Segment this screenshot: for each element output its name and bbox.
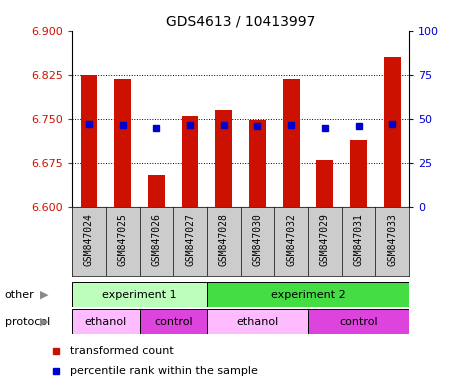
Bar [114,79,131,207]
Text: ethanol: ethanol [236,316,279,327]
Text: GSM847032: GSM847032 [286,213,296,266]
Text: ethanol: ethanol [85,316,127,327]
Title: GDS4613 / 10413997: GDS4613 / 10413997 [166,14,315,28]
Text: experiment 1: experiment 1 [102,290,177,300]
Bar [207,309,308,334]
Bar [350,140,367,207]
Text: other: other [5,290,34,300]
Bar [148,175,165,207]
Text: experiment 2: experiment 2 [271,290,345,300]
Text: GSM847030: GSM847030 [252,213,263,266]
Text: GSM847029: GSM847029 [320,213,330,266]
Text: GSM847031: GSM847031 [353,213,364,266]
Text: protocol: protocol [5,316,50,327]
Text: GSM847033: GSM847033 [387,213,398,266]
Bar [140,309,207,334]
Bar [207,282,409,307]
Bar [215,110,232,207]
Text: ▶: ▶ [40,316,48,327]
Bar [283,79,299,207]
Bar [249,120,266,207]
Text: percentile rank within the sample: percentile rank within the sample [70,366,259,376]
Text: GSM847026: GSM847026 [151,213,161,266]
Text: ▶: ▶ [40,290,48,300]
Bar [72,309,140,334]
Text: control: control [154,316,193,327]
Text: GSM847027: GSM847027 [185,213,195,266]
Bar [384,57,401,207]
Bar [317,160,333,207]
Text: GSM847024: GSM847024 [84,213,94,266]
Text: GSM847025: GSM847025 [118,213,128,266]
Text: transformed count: transformed count [70,346,174,356]
Bar [80,75,97,207]
Text: control: control [339,316,378,327]
Bar [308,309,409,334]
Bar [72,282,207,307]
Bar [182,116,199,207]
Text: GSM847028: GSM847028 [219,213,229,266]
